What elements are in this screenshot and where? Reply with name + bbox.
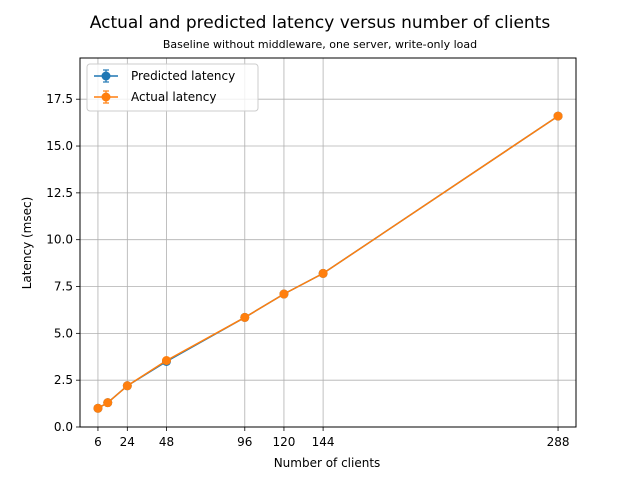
- legend-entry: Predicted latency: [94, 69, 235, 83]
- y-tick-label: 5.0: [54, 326, 73, 340]
- y-tick-label: 17.5: [46, 92, 73, 106]
- data-point: [240, 312, 250, 322]
- legend: Predicted latency Actual latency: [86, 63, 259, 112]
- data-point: [161, 356, 171, 366]
- data-point: [122, 381, 132, 391]
- x-tick-label: 120: [272, 435, 295, 449]
- series-actual: [93, 111, 563, 413]
- legend-marker: [101, 71, 111, 81]
- data-point: [103, 398, 113, 408]
- x-axis-label: Number of clients: [274, 456, 381, 470]
- x-tick-label: 6: [94, 435, 102, 449]
- legend-label: Predicted latency: [131, 69, 235, 83]
- y-tick-label: 2.5: [54, 373, 73, 387]
- legend-label: Actual latency: [131, 90, 217, 104]
- data-point: [553, 111, 563, 121]
- y-axis-label: Latency (msec): [20, 197, 34, 290]
- series-layer: [93, 111, 563, 413]
- x-tick-label: 24: [120, 435, 135, 449]
- legend-box: [86, 63, 259, 112]
- data-point: [279, 289, 289, 299]
- y-tick-label: 12.5: [46, 186, 73, 200]
- legend-entry: Actual latency: [94, 90, 217, 104]
- y-tick-label: 15.0: [46, 139, 73, 153]
- x-tick-label: 48: [159, 435, 174, 449]
- y-tick-label: 0.0: [54, 420, 73, 434]
- legend-marker: [101, 92, 111, 102]
- x-tick-label: 144: [312, 435, 335, 449]
- axis-ticks: 6 24 48 96 120 144 288 0.0 2.5 5.0 7.5 10.0 12.5 15.0…: [46, 92, 569, 449]
- chart-title: Actual and predicted latency versus numb…: [90, 13, 551, 33]
- x-tick-label: 96: [237, 435, 252, 449]
- y-tick-label: 7.5: [54, 280, 73, 294]
- plot-frame: [79, 57, 577, 428]
- data-point: [318, 268, 328, 278]
- x-tick-label: 288: [547, 435, 570, 449]
- y-tick-label: 10.0: [46, 233, 73, 247]
- chart-subtitle: Baseline without middleware, one server,…: [163, 38, 477, 51]
- data-point: [93, 403, 103, 413]
